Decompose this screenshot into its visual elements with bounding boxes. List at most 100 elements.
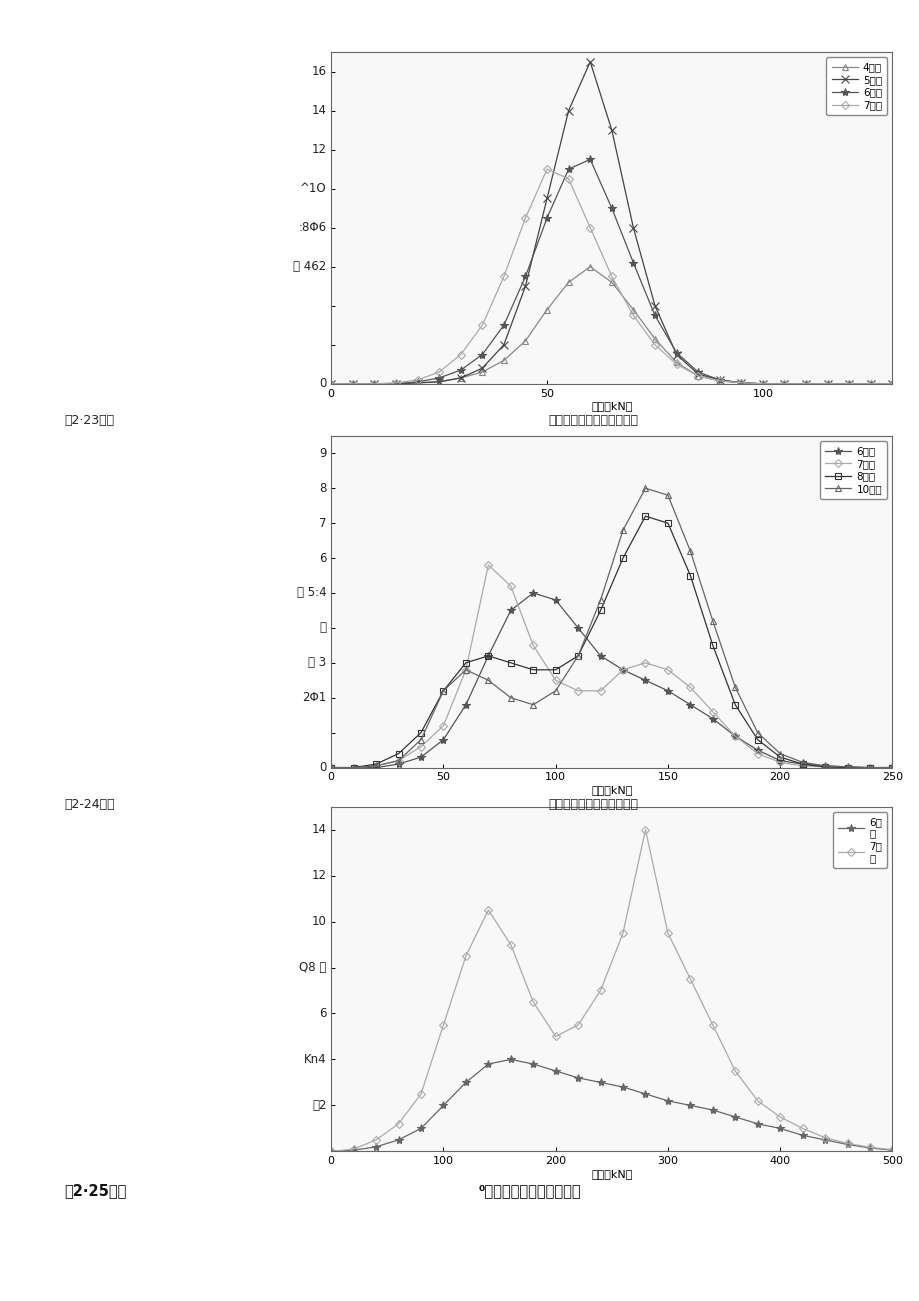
6类车 — [713, 372, 724, 388]
6类车 — [796, 756, 807, 771]
4类车 — [735, 375, 746, 390]
4类车 — [390, 376, 401, 392]
6类车 — [865, 376, 876, 392]
6类车 — [778, 376, 789, 392]
6类车 — [584, 151, 596, 167]
8类车 — [662, 515, 673, 531]
6类车 — [819, 758, 830, 774]
Legend: 4类车, 5类车, 6类车, 7类车: 4类车, 5类车, 6类车, 7类车 — [825, 57, 886, 116]
5类车 — [713, 372, 724, 388]
6类车 — [505, 602, 516, 618]
6类
车 — [482, 1056, 494, 1072]
6类车 — [843, 376, 854, 392]
8类车 — [572, 648, 583, 664]
7类车 — [346, 376, 357, 392]
7类
车 — [482, 903, 494, 919]
7类车 — [550, 673, 561, 688]
5类车 — [865, 376, 876, 392]
8类车 — [752, 732, 763, 748]
6类车 — [595, 648, 606, 664]
6类
车 — [729, 1108, 740, 1124]
Text: 12: 12 — [312, 143, 326, 156]
7类
车 — [819, 1129, 830, 1145]
6类车 — [684, 697, 695, 713]
6类
车 — [684, 1098, 695, 1114]
6类
车 — [550, 1063, 561, 1079]
8类车 — [482, 648, 494, 664]
8类车 — [886, 760, 897, 775]
10类车 — [528, 697, 539, 713]
10类车 — [640, 480, 651, 496]
6类车 — [752, 743, 763, 758]
6类
车 — [752, 1116, 763, 1132]
7类车 — [347, 760, 358, 775]
Text: 图2-24部分: 图2-24部分 — [64, 798, 115, 811]
6类车 — [370, 760, 381, 775]
8类车 — [460, 654, 471, 670]
Text: Q8 出: Q8 出 — [299, 961, 326, 974]
10类车 — [886, 760, 897, 775]
4类车 — [455, 369, 466, 385]
8类车 — [864, 760, 875, 775]
4类车 — [412, 375, 423, 390]
6类车 — [886, 376, 897, 392]
7类
车 — [595, 982, 606, 998]
10类车 — [392, 753, 403, 769]
7类车 — [528, 637, 539, 653]
7类
车 — [460, 948, 471, 964]
5类车 — [692, 367, 703, 382]
4类车 — [541, 302, 552, 317]
7类车 — [684, 679, 695, 695]
7类车 — [505, 578, 516, 593]
6类车 — [572, 621, 583, 636]
5类车 — [498, 337, 509, 353]
Text: 置 3: 置 3 — [308, 656, 326, 669]
4类车 — [778, 376, 789, 392]
7类车 — [735, 375, 746, 390]
5类车 — [325, 376, 336, 392]
7类车 — [498, 269, 509, 285]
6类车 — [649, 308, 660, 324]
7类
车 — [729, 1063, 740, 1079]
Text: 14: 14 — [312, 824, 326, 837]
10类车 — [482, 673, 494, 688]
Text: 0: 0 — [319, 761, 326, 774]
Line: 7类
车: 7类 车 — [328, 827, 894, 1154]
7类车 — [627, 308, 638, 324]
6类车 — [455, 363, 466, 379]
Line: 7类车: 7类车 — [328, 562, 894, 770]
7类
车 — [796, 1120, 807, 1136]
7类
车 — [774, 1108, 785, 1124]
6类车 — [707, 710, 718, 726]
6类车 — [437, 732, 448, 748]
Text: :8Φ6: :8Φ6 — [298, 221, 326, 234]
7类
车 — [886, 1142, 897, 1158]
Text: 蛛 462: 蛛 462 — [293, 260, 326, 273]
6类车 — [756, 376, 767, 392]
6类
车 — [370, 1138, 381, 1154]
4类车 — [369, 376, 380, 392]
6类车 — [640, 673, 651, 688]
6类车 — [390, 376, 401, 392]
5类车 — [476, 360, 487, 376]
6类
车 — [415, 1120, 426, 1136]
Line: 6类车: 6类车 — [326, 589, 896, 771]
7类
车 — [841, 1136, 852, 1151]
8类车 — [819, 758, 830, 774]
7类
车 — [528, 994, 539, 1010]
10类车 — [819, 758, 830, 774]
8类车 — [325, 760, 336, 775]
4类车 — [713, 373, 724, 389]
Text: 求2: 求2 — [312, 1099, 326, 1112]
6类车 — [392, 756, 403, 771]
10类车 — [774, 745, 785, 761]
5类车 — [606, 122, 617, 138]
4类车 — [325, 376, 336, 392]
Text: 车辆类型的单轴双胎轴载谱: 车辆类型的单轴双胎轴载谱 — [548, 798, 638, 811]
7类车 — [662, 662, 673, 678]
6类车 — [670, 345, 681, 360]
Line: 4类车: 4类车 — [327, 263, 895, 388]
10类车 — [325, 760, 336, 775]
7类车 — [864, 760, 875, 775]
4类车 — [476, 364, 487, 380]
